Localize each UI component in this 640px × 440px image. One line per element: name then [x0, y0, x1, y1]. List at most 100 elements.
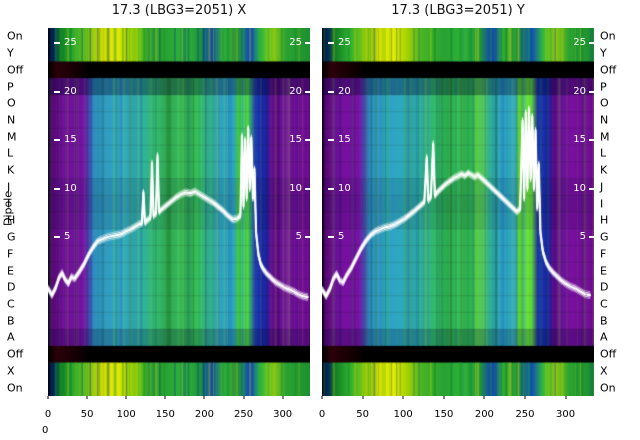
x-tick-mark — [243, 396, 245, 399]
inner-tick-label: 15 — [64, 134, 77, 145]
x-tick-label: 0 — [318, 409, 326, 420]
x-tick-mark — [47, 396, 49, 399]
row-label-right-13-f: F — [600, 247, 607, 261]
row-label-right-7-l: L — [600, 146, 607, 160]
x-tick-mark — [402, 396, 404, 399]
row-label-right-9-j: J — [600, 180, 604, 194]
plot-x: 17.3 (LBG3=2051) X 25 20 15 10 5 25 20 15 10 5 0 50… — [45, 3, 310, 420]
inner-tick-label: 15 — [573, 134, 586, 145]
plot-title-x: 17.3 (LBG3=2051) X — [111, 3, 247, 18]
row-label-right-3-p: P — [600, 80, 607, 94]
inner-tick-label: 20 — [338, 85, 351, 97]
row-label-right-4-o: O — [600, 96, 609, 110]
heatmap-canvas-x — [48, 28, 310, 396]
x-tick-mark — [524, 396, 526, 399]
inner-tick-mark — [589, 236, 594, 238]
x-tick-label: 100 — [116, 409, 136, 420]
row-label-left-7-l: L — [7, 146, 14, 160]
inner-tick-mark — [305, 236, 310, 238]
inner-tick-label: 5 — [295, 231, 302, 242]
row-label-right-2-off: Off — [600, 63, 617, 77]
inner-tick-mark — [305, 187, 310, 190]
row-label-left-8-k: K — [7, 163, 15, 177]
row-label-left-4-o: O — [7, 96, 16, 110]
x-tick-label: 300 — [273, 409, 293, 420]
inner-tick-label: 25 — [289, 37, 302, 48]
inner-tick-mark — [305, 42, 310, 44]
row-label-right-5-n: N — [600, 113, 609, 127]
row-label-left-5-n: N — [7, 113, 16, 127]
inner-tick-label: 15 — [289, 134, 302, 145]
row-label-left-6-m: M — [7, 130, 17, 144]
inner-tick-mark — [328, 187, 334, 190]
inner-tick-mark — [328, 139, 334, 141]
row-label-right-18-a: A — [600, 330, 608, 344]
row-label-right-14-e: E — [600, 264, 607, 278]
inner-tick-mark — [589, 139, 594, 141]
inner-tick-label: 5 — [338, 231, 345, 242]
x-tick-mark — [164, 396, 166, 399]
row-label-right-15-d: D — [600, 280, 609, 294]
inner-tick-label: 25 — [338, 37, 351, 48]
inner-tick-mark — [589, 42, 594, 44]
inner-tick-mark — [328, 42, 334, 44]
row-label-left-21-on: On — [7, 381, 23, 395]
inner-tick-label: 10 — [289, 182, 302, 194]
row-label-left-20-x: X — [7, 364, 15, 378]
x-tick-label: 100 — [393, 409, 413, 420]
heatmap-canvas-y — [322, 28, 594, 396]
x-tick-mark — [125, 396, 127, 399]
x-tick-mark — [483, 396, 485, 399]
row-label-left-16-c: C — [7, 297, 15, 311]
inner-tick-label: 25 — [573, 37, 586, 48]
row-label-right-21-on: On — [600, 381, 616, 395]
row-label-left-2-off: Off — [7, 63, 24, 77]
inner-tick-label: 10 — [573, 182, 586, 194]
inner-tick-mark — [54, 42, 60, 44]
row-label-right-10-i: I — [600, 197, 604, 211]
row-labels-right: On Y Off P O N M L K J I H G F E D C B A Off X On — [600, 28, 640, 396]
x-tick-mark — [565, 396, 567, 399]
x-tick-label: 150 — [155, 409, 175, 420]
x-tick-mark — [86, 396, 88, 399]
row-label-left-14-e: E — [7, 264, 14, 278]
inner-tick-label: 25 — [64, 37, 77, 48]
row-label-right-17-b: B — [600, 314, 608, 328]
row-label-right-8-k: K — [600, 163, 608, 177]
inner-tick-mark — [54, 236, 60, 238]
row-label-left-1-y: Y — [7, 46, 14, 60]
row-labels-left: On Y Off P O N M L K J I H G F E D C B A Off X On — [7, 28, 47, 396]
x-tick-label: 200 — [474, 409, 494, 420]
inner-tick-mark — [305, 139, 310, 141]
row-label-right-19-off: Off — [600, 347, 617, 361]
inner-tick-mark — [589, 90, 594, 93]
row-label-right-0-on: On — [600, 29, 616, 43]
row-label-right-6-m: M — [600, 130, 610, 144]
inner-tick-mark — [589, 187, 594, 190]
row-label-right-1-y: Y — [600, 46, 607, 60]
inner-tick-mark — [305, 90, 310, 93]
row-label-left-3-p: P — [7, 80, 14, 94]
x-axis-offset-label: 0 — [42, 425, 49, 436]
x-tick-mark — [282, 396, 284, 399]
inner-tick-label: 10 — [64, 182, 77, 194]
row-label-left-0-on: On — [7, 29, 23, 43]
x-tick-mark — [321, 396, 323, 399]
row-label-left-9-j: J — [7, 180, 11, 194]
row-label-left-10-i: I — [7, 197, 11, 211]
inner-tick-mark — [54, 139, 60, 141]
inner-tick-label: 20 — [64, 85, 77, 97]
inner-tick-mark — [328, 236, 334, 238]
row-label-left-19-off: Off — [7, 347, 24, 361]
inner-tick-label: 15 — [338, 134, 351, 145]
x-tick-label: 250 — [515, 409, 535, 420]
inner-tick-label: 20 — [289, 85, 302, 97]
row-label-right-12-g: G — [600, 230, 609, 244]
inner-tick-label: 10 — [338, 182, 351, 194]
inner-tick-label: 20 — [573, 85, 586, 97]
row-label-right-20-x: X — [600, 364, 608, 378]
x-tick-label: 250 — [233, 409, 254, 420]
row-label-right-11-h: H — [600, 213, 609, 227]
x-tick-mark — [362, 396, 364, 399]
